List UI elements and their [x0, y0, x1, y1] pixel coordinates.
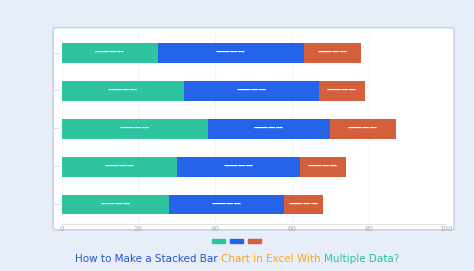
Text: ————: ————	[223, 162, 253, 171]
Bar	[319, 81, 365, 101]
Text: Chart in Excel With: Chart in Excel With	[221, 254, 324, 264]
Text: ————: ————	[95, 48, 125, 57]
Bar	[177, 157, 300, 176]
Bar	[62, 81, 184, 101]
Bar	[62, 157, 177, 176]
Bar	[62, 195, 169, 214]
Bar	[62, 43, 157, 63]
Text: ————: ————	[289, 200, 319, 209]
Bar	[284, 195, 323, 214]
Bar	[330, 119, 396, 138]
Bar	[208, 119, 330, 138]
Bar	[62, 119, 208, 138]
Text: ————: ————	[212, 200, 242, 209]
Text: ————: ————	[237, 86, 267, 95]
Text: ————: ————	[108, 86, 138, 95]
Text: ————: ————	[104, 162, 134, 171]
Bar	[303, 43, 361, 63]
Text: ————: ————	[216, 48, 246, 57]
Text: How to Make a Stacked Bar: How to Make a Stacked Bar	[75, 254, 221, 264]
Text: ————: ————	[308, 162, 337, 171]
Text: ————: ————	[254, 124, 284, 133]
Text: Multiple Data?: Multiple Data?	[324, 254, 399, 264]
Bar	[184, 81, 319, 101]
Text: ————: ————	[317, 48, 347, 57]
Text: ————: ————	[100, 200, 130, 209]
Text: ————: ————	[327, 86, 357, 95]
Bar	[169, 195, 284, 214]
Text: ————: ————	[348, 124, 378, 133]
Bar	[157, 43, 303, 63]
Text: ————: ————	[119, 124, 150, 133]
Legend: , , : , ,	[209, 235, 265, 247]
Bar	[300, 157, 346, 176]
